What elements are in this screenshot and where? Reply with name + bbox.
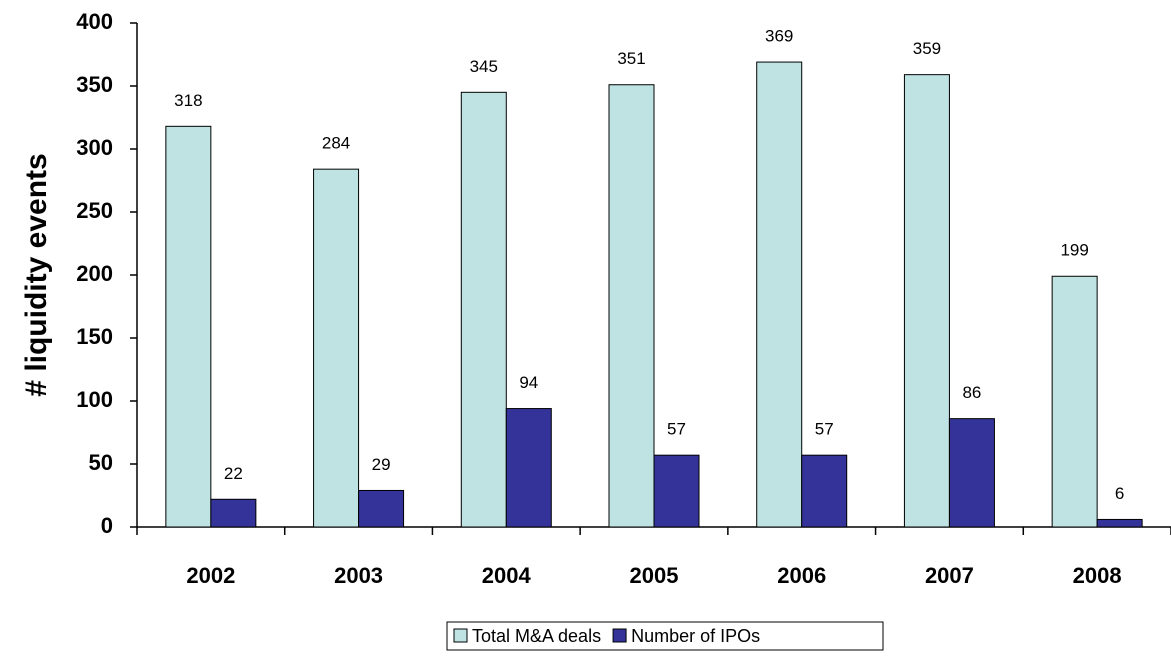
bar	[1096, 518, 1143, 528]
x-tick-label: 2002	[186, 563, 235, 588]
bar	[653, 454, 700, 528]
value-label: 359	[913, 39, 941, 58]
legend-box	[446, 621, 884, 651]
bar	[460, 91, 507, 528]
bar	[948, 418, 995, 528]
value-label: 284	[322, 134, 350, 153]
value-label: 6	[1115, 484, 1124, 503]
legend-swatch	[453, 628, 468, 643]
value-label: 199	[1060, 241, 1088, 260]
bar	[903, 74, 950, 528]
value-label: 29	[372, 455, 391, 474]
bar	[358, 489, 405, 528]
y-tick-label: 200	[76, 261, 113, 286]
x-tick-label: 2006	[777, 563, 826, 588]
value-label: 22	[224, 464, 243, 483]
y-tick-label: 300	[76, 135, 113, 160]
x-tick-label: 2004	[482, 563, 532, 588]
value-label: 318	[174, 91, 202, 110]
value-label: 369	[765, 27, 793, 46]
legend-label: Total M&A deals	[472, 626, 601, 646]
y-tick-label: 100	[76, 387, 113, 412]
value-label: 57	[667, 420, 686, 439]
y-tick-label: 350	[76, 72, 113, 97]
bar	[608, 84, 655, 528]
y-tick-label: 250	[76, 198, 113, 223]
value-label: 345	[470, 57, 498, 76]
bar	[1051, 275, 1098, 528]
value-label: 94	[519, 373, 538, 392]
value-label: 57	[815, 420, 834, 439]
bar	[505, 408, 552, 528]
bar	[801, 454, 848, 528]
x-tick-label: 2007	[925, 563, 974, 588]
y-tick-label: 400	[76, 9, 113, 34]
y-axis-label: # liquidity events	[20, 153, 53, 396]
bar	[313, 168, 360, 528]
bar	[756, 61, 803, 528]
bar	[210, 498, 257, 528]
x-tick-label: 2003	[334, 563, 383, 588]
value-label: 86	[962, 383, 981, 402]
y-tick-label: 150	[76, 324, 113, 349]
x-tick-label: 2008	[1073, 563, 1122, 588]
bar	[165, 125, 212, 528]
value-label: 351	[617, 49, 645, 68]
y-tick-label: 0	[101, 513, 113, 538]
legend-label: Number of IPOs	[631, 626, 760, 646]
y-tick-label: 50	[89, 450, 113, 475]
x-tick-label: 2005	[630, 563, 679, 588]
legend-swatch	[612, 628, 627, 643]
